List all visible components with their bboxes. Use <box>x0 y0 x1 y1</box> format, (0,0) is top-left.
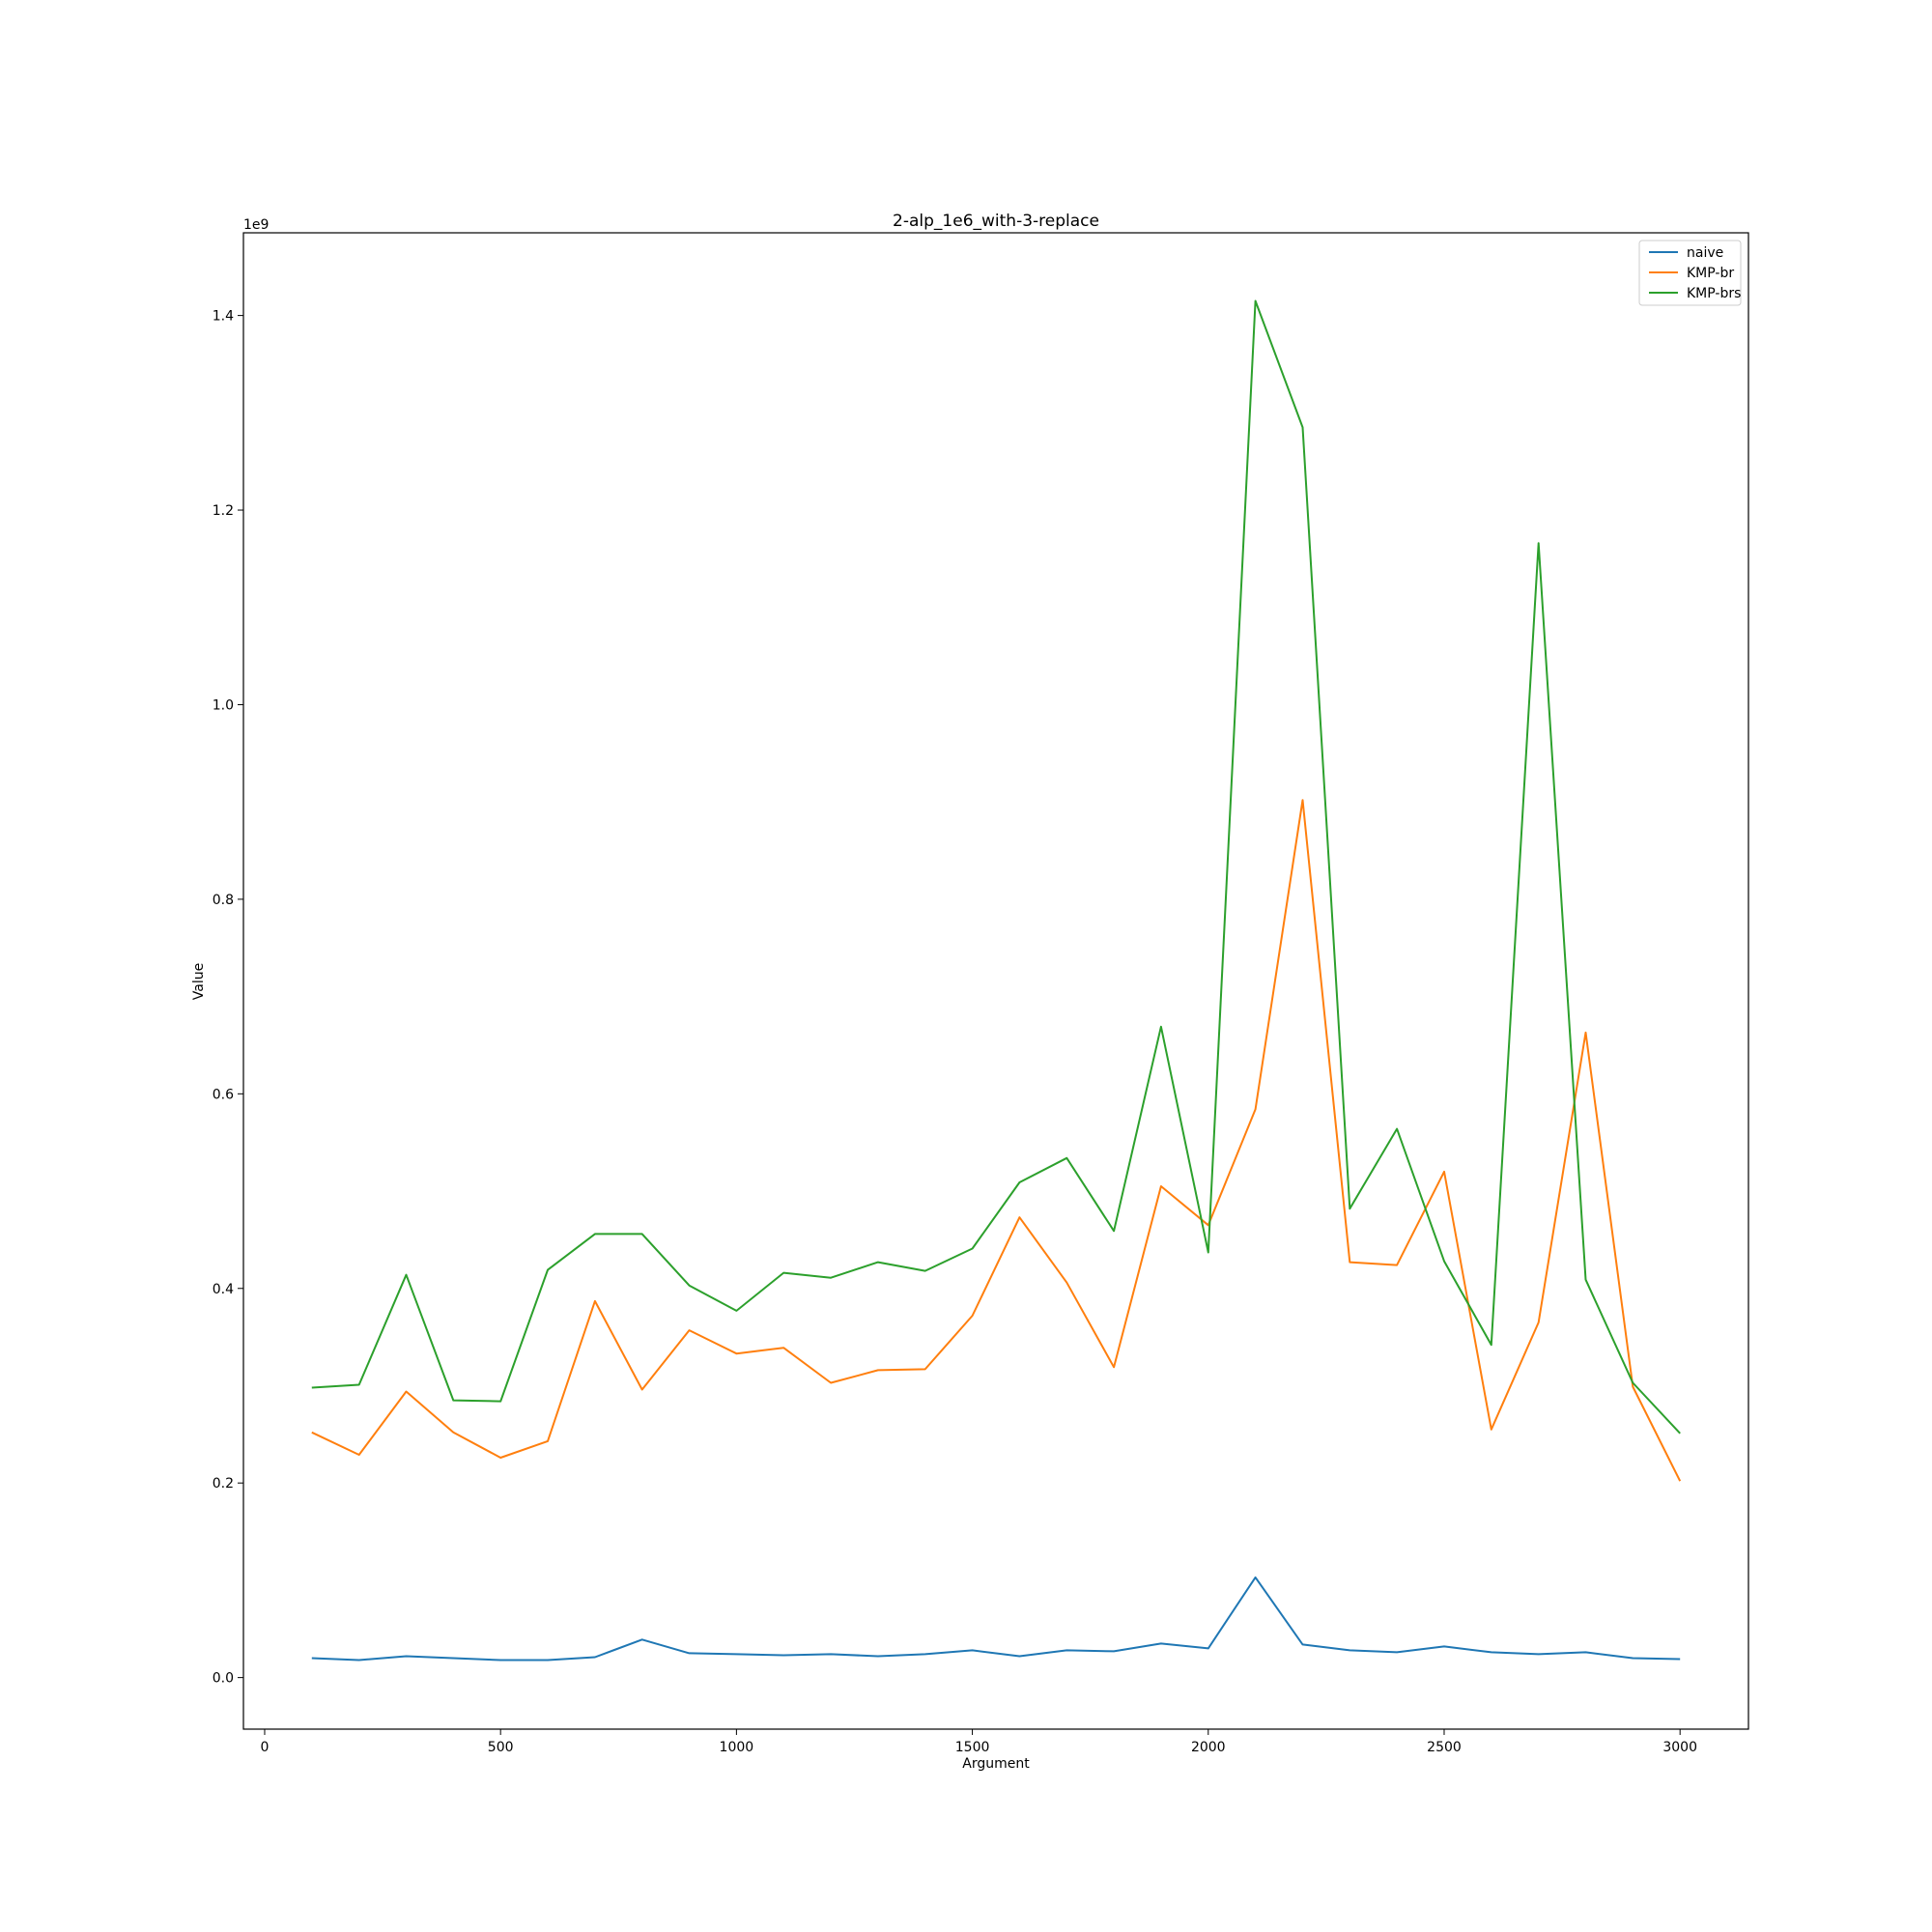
legend-box <box>1638 240 1742 306</box>
y-axis: 0.0 0.2 0.4 0.6 0.8 1.0 1.2 1.4 <box>213 309 243 1687</box>
legend-label-KMP-brs: KMP-brs <box>1687 286 1741 301</box>
x-tick-label: 3000 <box>1662 1740 1697 1755</box>
y-axis-label: Value <box>191 963 207 1000</box>
series-line-KMP-br <box>311 799 1682 1482</box>
y-tick-label: 1.0 <box>213 697 234 713</box>
x-tick-label: 2500 <box>1427 1740 1462 1755</box>
y-tick-label: 0.4 <box>213 1282 234 1297</box>
y-tick-label: 0.2 <box>213 1476 234 1492</box>
x-tick-label: 2000 <box>1191 1740 1226 1755</box>
x-tick-label: 500 <box>488 1740 514 1755</box>
y-tick-label: 0.6 <box>213 1087 234 1102</box>
series-line-KMP-brs <box>311 299 1681 1435</box>
y-tick-label: 1.4 <box>213 309 234 325</box>
y-offset-label: 1e9 <box>243 217 269 233</box>
plot-lines <box>311 299 1682 1662</box>
legend-label-KMP-br: KMP-br <box>1687 266 1734 281</box>
series-line-naive <box>311 1576 1681 1662</box>
legend: naive KMP-br KMP-brs <box>1638 240 1742 306</box>
y-tick-label: 0.0 <box>213 1671 234 1687</box>
chart-title: 2-alp_1e6_with-3-replace <box>893 212 1099 231</box>
x-axis-label: Argument <box>962 1756 1030 1772</box>
plot-frame <box>242 232 1749 1730</box>
y-tick-label: 0.8 <box>213 893 234 908</box>
y-tick-label: 1.2 <box>213 503 234 519</box>
x-axis: 0 500 1000 1500 2000 2500 3000 <box>261 1729 1697 1755</box>
legend-label-naive: naive <box>1687 245 1723 261</box>
x-tick-label: 1000 <box>720 1740 754 1755</box>
x-tick-label: 0 <box>261 1740 270 1755</box>
x-tick-label: 1500 <box>955 1740 990 1755</box>
